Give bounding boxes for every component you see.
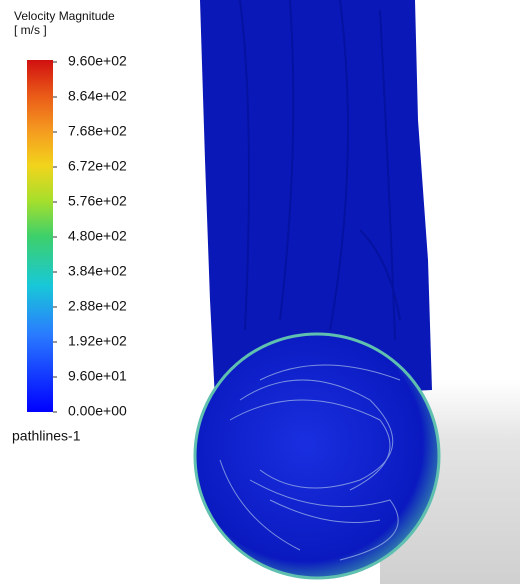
colorbar-ticks: 9.60e+02 8.64e+02 7.68e+02 6.72e+02 5.76e+02… (53, 53, 127, 419)
legend-title: Velocity Magnitude (14, 9, 115, 23)
tick-label: 2.88e+02 (68, 298, 127, 314)
tick-label: 9.60e+02 (68, 53, 127, 69)
tick-label: 8.64e+02 (68, 88, 127, 104)
viewport: Velocity Magnitude [ m/s ] pathlines-1 9… (0, 0, 520, 584)
legend-unit: [ m/s ] (14, 23, 47, 37)
tick-label: 7.68e+02 (68, 123, 127, 139)
footer-label: pathlines-1 (12, 428, 81, 444)
tick-label: 4.80e+02 (68, 228, 127, 244)
colorbar (27, 60, 53, 412)
tick-label: 1.92e+02 (68, 333, 127, 349)
tick-label: 5.76e+02 (68, 193, 127, 209)
tick-label: 0.00e+00 (68, 403, 127, 419)
tick-label: 9.60e+01 (68, 368, 127, 384)
tick-label: 3.84e+02 (68, 263, 127, 279)
tick-label: 6.72e+02 (68, 158, 127, 174)
